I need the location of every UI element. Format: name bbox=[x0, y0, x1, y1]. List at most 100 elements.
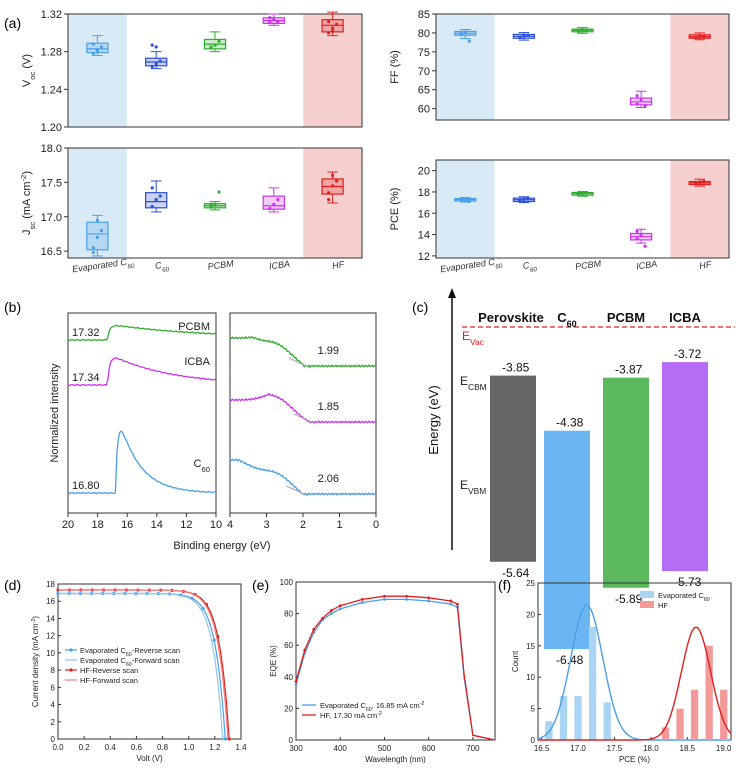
jsc-xtick-label-part: C bbox=[154, 260, 162, 271]
ff-point bbox=[463, 30, 467, 35]
jv-ytick-label: 6 bbox=[51, 683, 56, 692]
ff-point bbox=[526, 33, 530, 37]
panel-label-f: (f) bbox=[498, 577, 511, 593]
evbm-label: EVBM bbox=[460, 478, 486, 496]
jv-ytick-label: 8 bbox=[51, 666, 56, 675]
panel-label-b: (b) bbox=[4, 299, 21, 315]
voc-point bbox=[154, 62, 158, 66]
voc-point bbox=[327, 31, 331, 35]
ecbm-label-part: E bbox=[460, 374, 468, 388]
eqe-xtick-label: 500 bbox=[378, 744, 392, 753]
evbm-label-part: E bbox=[460, 478, 468, 492]
pce-point bbox=[643, 244, 647, 248]
jsc-xtick-label: PCBM bbox=[207, 258, 235, 272]
ups-cutoff-value-part: 17.32 bbox=[72, 327, 100, 339]
jsc-xtick-label: Evaporated C60 bbox=[72, 256, 136, 278]
voc-ylabel-part: oc bbox=[28, 71, 37, 79]
jv-marker bbox=[212, 638, 216, 642]
hist-xtick-label: 17.0 bbox=[570, 744, 586, 753]
panel-label-a: (a) bbox=[4, 15, 21, 31]
pce-xtick-label-part: C bbox=[522, 260, 530, 271]
jsc-point bbox=[99, 228, 103, 233]
hist-legend-label: HF bbox=[658, 601, 668, 610]
hist-fit-curve bbox=[537, 604, 731, 741]
eqe-legend-label-part: 60 bbox=[366, 707, 372, 713]
hist-bar bbox=[705, 645, 713, 740]
jsc-point bbox=[150, 186, 154, 190]
ups-vbm-value: 2.06 bbox=[318, 473, 339, 485]
jv-ylabel-part: -2 bbox=[31, 619, 37, 624]
jv-legend-label-part: HF-Reverse scan bbox=[80, 666, 138, 675]
ups-vbm-value: 1.99 bbox=[318, 345, 339, 357]
eqe-marker bbox=[405, 594, 408, 598]
pce-point bbox=[635, 237, 639, 241]
pce-ylabel: PCE (%) bbox=[389, 188, 401, 231]
voc-point bbox=[150, 65, 154, 69]
hist-xtick-label: 17.5 bbox=[607, 744, 623, 753]
ff-point bbox=[522, 34, 526, 38]
evbm-label-part: VBM bbox=[468, 486, 486, 496]
jsc-point bbox=[95, 235, 99, 239]
jv-ylabel-part: Current density (mA cm bbox=[31, 623, 40, 707]
ff-ylabel: FF (%) bbox=[389, 50, 401, 84]
energy-diagram: Energy (eV)EVacECBMEVBMPerovskite-3.85-5… bbox=[426, 288, 735, 667]
voc-ylabel-part: (V) bbox=[21, 54, 33, 72]
hist-bar bbox=[559, 696, 568, 740]
jsc-point bbox=[154, 197, 158, 202]
hist-ytick-label: 5 bbox=[531, 705, 536, 714]
energy-bar-3 bbox=[662, 362, 708, 572]
ff-point bbox=[635, 102, 639, 106]
pce-shade-hf bbox=[670, 160, 729, 258]
ups-xtick-label: 1 bbox=[336, 519, 342, 531]
evac-label-part: Vac bbox=[470, 337, 484, 347]
pce-xtick-label-part: PCBM bbox=[575, 258, 603, 272]
eqe-marker bbox=[338, 604, 342, 608]
pce-point bbox=[580, 191, 585, 195]
ups-cutoff-line bbox=[67, 430, 217, 495]
jv-line bbox=[58, 589, 229, 740]
hist-bar bbox=[690, 689, 699, 740]
pce-point bbox=[576, 192, 581, 196]
jv-frame bbox=[57, 583, 242, 740]
ups-vbm-fit-line bbox=[293, 413, 316, 425]
ups-xtick-label: 18 bbox=[91, 519, 103, 531]
ff-ylabel-part: FF (%) bbox=[389, 50, 401, 84]
ups-xtick-label: 16 bbox=[121, 519, 133, 531]
ups-cutoff-value-part: 16.80 bbox=[72, 480, 100, 492]
ups-ylabel: Normalized intensity bbox=[49, 363, 61, 463]
jsc-box bbox=[262, 195, 285, 210]
hist-xtick-label: 18.5 bbox=[680, 744, 696, 753]
jsc-point bbox=[158, 194, 162, 198]
eqe-ytick-label: 40 bbox=[284, 673, 293, 682]
ups-cutoff-value: 17.34 bbox=[72, 372, 100, 384]
jsc-point bbox=[268, 206, 272, 211]
voc-boxplot: 1.20 1.24 1.28 1.32 Voc (V) bbox=[21, 9, 363, 134]
pce-point bbox=[518, 198, 522, 203]
ups-xtick-label: 0 bbox=[373, 519, 379, 531]
jv-ytick-label: 0 bbox=[51, 735, 56, 744]
ups-vb-line bbox=[229, 392, 377, 424]
voc-ylabel-part: V bbox=[21, 79, 33, 87]
ecbm-label: ECBM bbox=[460, 374, 487, 392]
jv-legend-label-part: 60 bbox=[126, 652, 132, 658]
voc-point bbox=[99, 45, 103, 49]
ups-vb-line bbox=[229, 458, 377, 496]
eqe-marker bbox=[405, 597, 408, 601]
jv-xlabel: Volt (V) bbox=[136, 754, 163, 763]
energy-material-label: Perovskite bbox=[478, 310, 544, 325]
pce-point bbox=[698, 180, 702, 184]
eqe-ytick-label: 100 bbox=[280, 578, 294, 587]
energy-material-label: PCBM bbox=[607, 310, 645, 325]
jv-xtick-label: 1.2 bbox=[209, 743, 221, 752]
eqe-marker bbox=[427, 599, 431, 603]
energy-ylabel: Energy (eV) bbox=[426, 385, 441, 454]
jv-marker bbox=[201, 606, 205, 611]
energy-cbm-value: -4.38 bbox=[556, 416, 584, 430]
pce-xtick-label-part: 60 bbox=[495, 262, 503, 270]
eqe-marker bbox=[383, 594, 386, 598]
energy-material-label: ICBA bbox=[669, 310, 701, 325]
jsc-point bbox=[91, 246, 95, 250]
eqe-legend-label: Evaporated C60, 16.85 mA cm-2 bbox=[320, 701, 424, 713]
jv-ytick-label: 12 bbox=[46, 632, 55, 641]
